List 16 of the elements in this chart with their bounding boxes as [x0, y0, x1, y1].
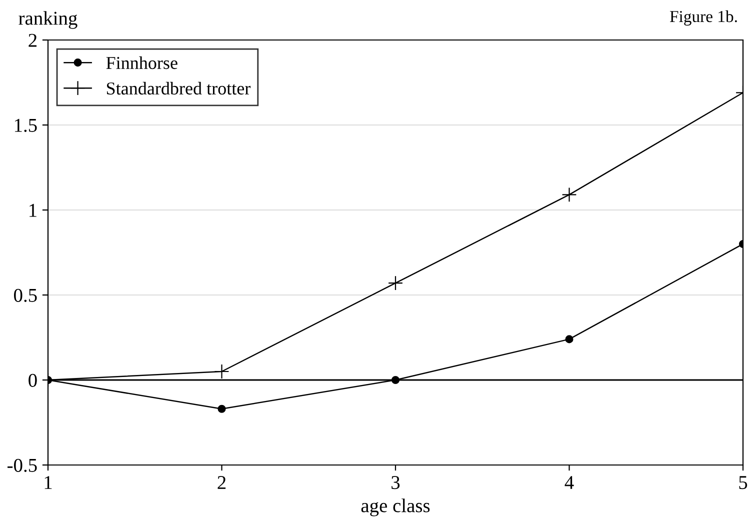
x-tick-label: 5 [739, 476, 748, 490]
y-tick-label: -0.5 [8, 458, 37, 472]
x-tick-label: 1 [44, 476, 52, 489]
x-tick-label: 4 [564, 476, 574, 489]
y-tick-label: 2 [28, 34, 37, 47]
legend-label: Finnhorse [106, 56, 178, 70]
y-axis-title: ranking [18, 11, 78, 29]
y-tick-label: 1.5 [14, 118, 37, 132]
caption: Figure 1b. [670, 10, 737, 26]
legend-label: Standardbred trotter [106, 82, 251, 95]
x-axis-title: age class [361, 498, 430, 516]
x-tick-label: 2 [218, 476, 226, 489]
y-tick-label: 0.5 [14, 288, 37, 302]
y-tick-label: 1 [30, 204, 36, 217]
x-tick-label: 3 [392, 476, 400, 490]
y-tick-label: 0 [28, 374, 37, 387]
